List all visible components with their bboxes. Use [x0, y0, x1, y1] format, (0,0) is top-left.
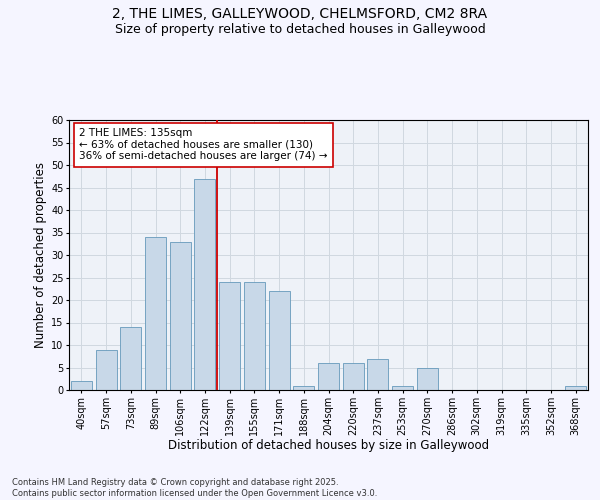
Bar	[71, 381, 92, 390]
Bar	[318, 363, 339, 390]
Bar	[293, 386, 314, 390]
Bar	[367, 358, 388, 390]
Bar	[417, 368, 438, 390]
Bar	[269, 291, 290, 390]
Bar	[244, 282, 265, 390]
Y-axis label: Number of detached properties: Number of detached properties	[34, 162, 47, 348]
Text: Contains HM Land Registry data © Crown copyright and database right 2025.
Contai: Contains HM Land Registry data © Crown c…	[12, 478, 377, 498]
Bar	[565, 386, 586, 390]
Bar	[194, 178, 215, 390]
Bar	[392, 386, 413, 390]
Bar	[170, 242, 191, 390]
Bar	[219, 282, 240, 390]
Text: 2 THE LIMES: 135sqm
← 63% of detached houses are smaller (130)
36% of semi-detac: 2 THE LIMES: 135sqm ← 63% of detached ho…	[79, 128, 328, 162]
Text: 2, THE LIMES, GALLEYWOOD, CHELMSFORD, CM2 8RA: 2, THE LIMES, GALLEYWOOD, CHELMSFORD, CM…	[112, 8, 488, 22]
Bar	[343, 363, 364, 390]
Bar	[95, 350, 116, 390]
Bar	[120, 327, 141, 390]
X-axis label: Distribution of detached houses by size in Galleywood: Distribution of detached houses by size …	[168, 439, 489, 452]
Text: Size of property relative to detached houses in Galleywood: Size of property relative to detached ho…	[115, 22, 485, 36]
Bar	[145, 237, 166, 390]
